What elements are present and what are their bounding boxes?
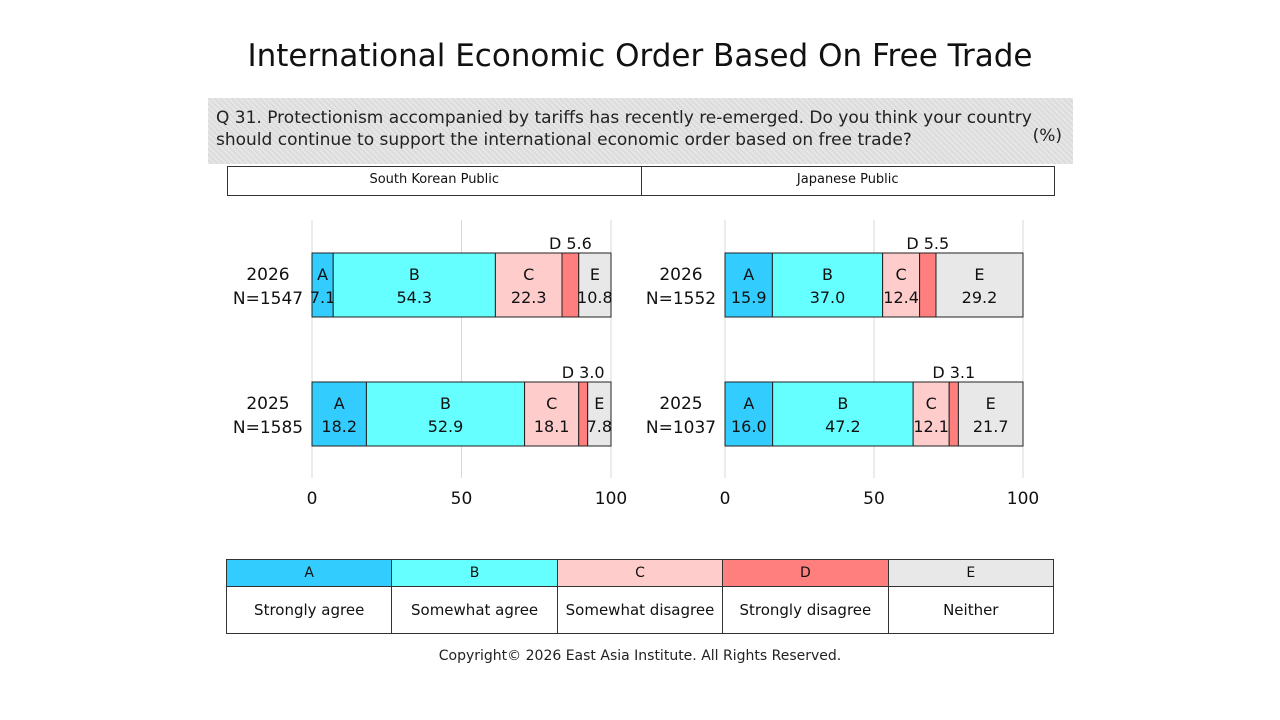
row-year-label-1-0: 2026: [659, 265, 702, 285]
panel-title-korea: South Korean Public: [369, 172, 500, 187]
bar-segment-d-1-1: [948, 381, 959, 447]
legend-key-e: E: [887, 559, 1055, 587]
legend-label-b: Somewhat agree: [391, 586, 558, 634]
legend-label-c: Somewhat disagree: [556, 586, 724, 634]
bar-segment-b-0-0: [332, 252, 496, 318]
bar-key-c-1-1: C: [926, 394, 937, 413]
bar-value-c-1-0: 12.4: [883, 288, 919, 307]
bar-value-b-0-1: 52.9: [428, 417, 464, 436]
bar-label-d-0-1: D 3.0: [562, 363, 605, 382]
bar-segment-a-1-1: [724, 381, 774, 447]
bar-label-d-1-1: D 3.1: [932, 363, 975, 382]
bar-key-b-0-1: B: [440, 394, 451, 413]
unit-label: (%): [1032, 126, 1062, 146]
row-year-label-0-1: 2025: [246, 394, 289, 414]
bar-segment-e-1-0: [935, 252, 1024, 318]
bar-value-c-0-0: 22.3: [511, 288, 547, 307]
bar-segment-a-0-0: [311, 252, 334, 318]
row-year-label-1-1: 2025: [659, 394, 702, 414]
bar-segment-a-0-1: [311, 381, 367, 447]
legend-label-e: Neither: [887, 586, 1055, 634]
bar-segment-b-1-1: [772, 381, 914, 447]
bar-segment-d-0-1: [578, 381, 589, 447]
bar-key-e-0-1: E: [594, 394, 604, 413]
x-tick-label-0-2: 100: [595, 489, 627, 509]
bar-key-e-1-1: E: [986, 394, 996, 413]
row-year-label-0-0: 2026: [246, 265, 289, 285]
legend-key-c: C: [556, 559, 724, 587]
legend-label-d: Strongly disagree: [722, 586, 889, 634]
bar-key-c-0-0: C: [523, 265, 534, 284]
x-tick-label-1-2: 100: [1007, 489, 1039, 509]
bar-value-e-0-1: 7.8: [587, 417, 612, 436]
copyright-notice: Copyright© 2026 East Asia Institute. All…: [438, 648, 842, 664]
legend-keys-row: A B C D E: [225, 559, 1055, 587]
bar-value-a-1-0: 15.9: [731, 288, 767, 307]
legend-label-a: Strongly agree: [225, 586, 393, 634]
legend-key-a: A: [225, 559, 393, 587]
bar-segment-e-1-1: [957, 381, 1024, 447]
bar-key-c-0-1: C: [546, 394, 557, 413]
legend-labels-row: Strongly agree Somewhat agree Somewhat d…: [225, 586, 1055, 634]
chart-title: International Economic Order Based On Fr…: [247, 38, 1033, 74]
bar-label-d-0-0: D 5.6: [549, 234, 592, 253]
legend-key-d: D: [722, 559, 889, 587]
x-tick-label-0-1: 50: [451, 489, 473, 509]
bar-segment-e-0-0: [578, 252, 612, 318]
question-text: Q 31. Protectionism accompanied by tarif…: [216, 108, 1032, 150]
bar-segment-d-1-0: [919, 252, 937, 318]
question-box: Q 31. Protectionism accompanied by tarif…: [208, 98, 1073, 164]
row-n-label-0-1: N=1585: [233, 418, 303, 438]
bar-value-a-0-0: 7.1: [310, 288, 335, 307]
bar-value-e-0-0: 10.8: [577, 288, 613, 307]
x-tick-label-0-0: 0: [307, 489, 318, 509]
bar-segment-c-1-1: [912, 381, 950, 447]
bar-segment-c-1-0: [882, 252, 921, 318]
row-n-label-0-0: N=1547: [233, 289, 303, 309]
bar-key-e-1-0: E: [974, 265, 984, 284]
bar-segment-c-0-0: [494, 252, 563, 318]
bar-key-b-1-1: B: [837, 394, 848, 413]
bar-segment-b-0-1: [365, 381, 526, 447]
bar-key-a-1-1: A: [743, 394, 754, 413]
bar-key-b-1-0: B: [822, 265, 833, 284]
bar-value-c-0-1: 18.1: [534, 417, 570, 436]
bar-key-a-1-0: A: [743, 265, 754, 284]
bar-value-b-1-1: 47.2: [825, 417, 861, 436]
panel-header: South Korean Public Japanese Public: [227, 166, 1055, 196]
panel-title-japan: Japanese Public: [640, 167, 1055, 195]
x-tick-label-1-1: 50: [863, 489, 885, 509]
bar-segment-b-1-0: [771, 252, 884, 318]
bar-value-b-0-0: 54.3: [396, 288, 432, 307]
bar-key-e-0-0: E: [590, 265, 600, 284]
bar-label-d-1-0: D 5.5: [906, 234, 949, 253]
bar-key-a-0-0: A: [317, 265, 328, 284]
bar-value-e-1-1: 21.7: [973, 417, 1009, 436]
bar-key-b-0-0: B: [409, 265, 420, 284]
bar-value-e-1-0: 29.2: [962, 288, 998, 307]
row-n-label-1-0: N=1552: [646, 289, 716, 309]
legend-table: A B C D E Strongly agree Somewhat agree …: [225, 559, 1055, 634]
bar-segment-d-0-0: [561, 252, 580, 318]
row-n-label-1-1: N=1037: [646, 418, 716, 438]
bar-value-c-1-1: 12.1: [913, 417, 949, 436]
bar-key-c-1-0: C: [896, 265, 907, 284]
bar-segment-a-1-0: [724, 252, 773, 318]
x-tick-label-1-0: 0: [720, 489, 731, 509]
bar-value-b-1-0: 37.0: [810, 288, 846, 307]
bar-segment-c-0-1: [524, 381, 580, 447]
bar-value-a-1-1: 16.0: [731, 417, 767, 436]
bar-segment-e-0-1: [587, 381, 612, 447]
bar-key-a-0-1: A: [334, 394, 345, 413]
legend-key-b: B: [391, 559, 558, 587]
bar-value-a-0-1: 18.2: [321, 417, 357, 436]
